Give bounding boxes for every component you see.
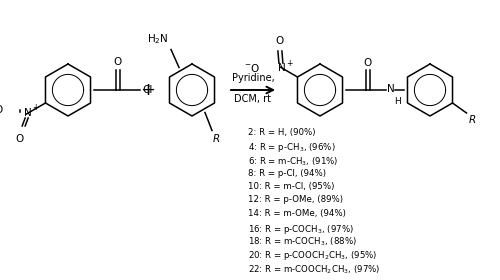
Text: 18: R = m-COCH$_3$, (88%): 18: R = m-COCH$_3$, (88%) — [248, 236, 357, 249]
Text: 4: R = p-CH$_3$, (96%): 4: R = p-CH$_3$, (96%) — [248, 141, 336, 155]
Text: 16: R = p-COCH$_3$, (97%): 16: R = p-COCH$_3$, (97%) — [248, 223, 354, 235]
Text: O: O — [15, 134, 24, 144]
Text: 14: R = m-OMe, (94%): 14: R = m-OMe, (94%) — [248, 209, 346, 218]
Text: O: O — [276, 36, 284, 46]
Text: $^{-}$O: $^{-}$O — [0, 103, 4, 115]
Text: H$_2$N: H$_2$N — [148, 33, 169, 46]
Text: O: O — [114, 57, 122, 67]
Text: 6: R = m-CH$_3$, (91%): 6: R = m-CH$_3$, (91%) — [248, 155, 338, 167]
Text: H: H — [394, 97, 401, 106]
Text: R: R — [468, 115, 476, 125]
Text: 8: R = p-Cl, (94%): 8: R = p-Cl, (94%) — [248, 169, 326, 178]
Text: Cl: Cl — [142, 85, 152, 95]
Text: 10: R = m-Cl, (95%): 10: R = m-Cl, (95%) — [248, 182, 334, 191]
Text: +: + — [286, 59, 292, 67]
Text: DCM, rt: DCM, rt — [234, 94, 272, 104]
Text: 12: R = p-OMe, (89%): 12: R = p-OMe, (89%) — [248, 195, 343, 204]
Text: N: N — [24, 108, 32, 118]
Text: +: + — [140, 81, 156, 99]
Text: N: N — [387, 84, 395, 94]
Text: 22: R = m-COOCH$_2$CH$_3$, (97%): 22: R = m-COOCH$_2$CH$_3$, (97%) — [248, 263, 380, 276]
Text: N: N — [278, 63, 286, 73]
Text: O: O — [364, 58, 372, 68]
Text: $^{-}$O: $^{-}$O — [244, 62, 260, 74]
Text: +: + — [32, 104, 38, 113]
Text: Pyridine,: Pyridine, — [232, 73, 274, 83]
Text: R: R — [213, 134, 220, 144]
Text: 20: R = p-COOCH$_2$CH$_3$, (95%): 20: R = p-COOCH$_2$CH$_3$, (95%) — [248, 249, 378, 263]
Text: 2: R = H, (90%): 2: R = H, (90%) — [248, 128, 316, 137]
